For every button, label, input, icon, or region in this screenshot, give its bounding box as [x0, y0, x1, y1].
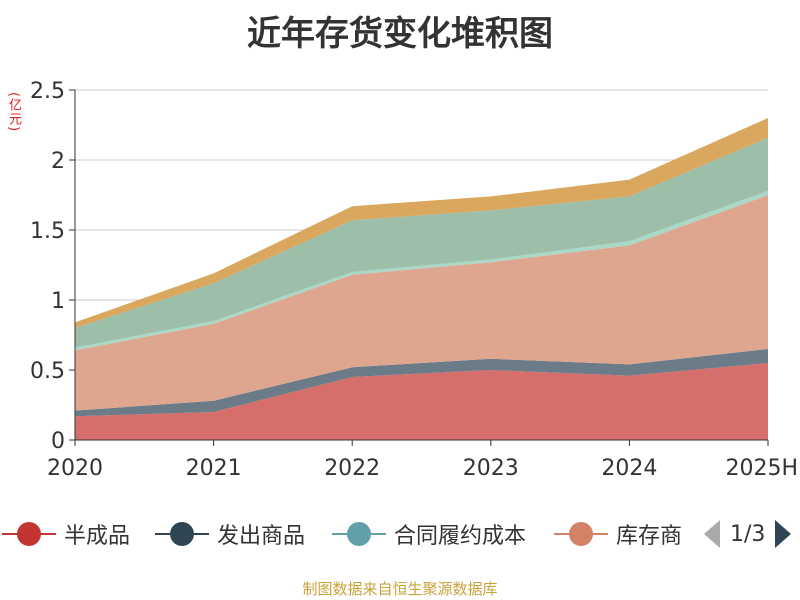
legend-marker	[155, 520, 209, 548]
chart-title: 近年存货变化堆积图	[247, 14, 553, 54]
legend-pager: 1/3	[704, 518, 792, 550]
y-tick-label: 0.5	[30, 359, 65, 384]
x-tick-label: 2024	[601, 456, 657, 481]
legend-item-contract-cost[interactable]: 合同履约成本	[332, 518, 526, 550]
x-tick-label: 2021	[186, 456, 242, 481]
legend-marker	[2, 520, 56, 548]
legend-dot	[569, 522, 593, 546]
area-series-0	[75, 363, 768, 440]
legend-label: 库存商	[616, 524, 683, 549]
legend-label: 半成品	[64, 524, 131, 549]
axes: 0 0.5 1 1.5 2 2.5 2020 2021 2022 2023 2024 2025H	[30, 79, 798, 481]
y-tick-label: 2	[51, 149, 65, 174]
legend-dot	[17, 522, 41, 546]
legend-label: 合同履约成本	[394, 524, 527, 549]
legend-next-arrow-icon[interactable]	[775, 520, 792, 548]
legend-marker	[332, 520, 386, 548]
x-tick-label: 2025H	[725, 456, 798, 481]
area-layer	[75, 118, 768, 440]
legend-items: 半成品 发出商品 合同履约成本 库存商	[0, 512, 686, 556]
y-tick-label: 1.5	[30, 219, 65, 244]
x-tick-label: 2023	[463, 456, 519, 481]
legend: 半成品 发出商品 合同履约成本 库存商 1/3	[0, 512, 800, 556]
legend-label: 发出商品	[217, 524, 306, 549]
y-tick-label: 0	[51, 429, 65, 454]
y-tick-label: 1	[51, 289, 65, 314]
area-series-3	[75, 190, 768, 351]
x-tick-label: 2022	[324, 456, 380, 481]
legend-item-inventory-goods[interactable]: 库存商	[554, 518, 682, 550]
legend-item-goods-shipped[interactable]: 发出商品	[155, 518, 305, 550]
legend-dot	[347, 522, 371, 546]
legend-prev-arrow-icon[interactable]	[704, 520, 720, 548]
legend-marker	[554, 520, 608, 548]
y-tick-label: 2.5	[30, 79, 65, 104]
area-series-4	[75, 137, 768, 348]
legend-dot	[170, 522, 194, 546]
legend-item-half-finished[interactable]: 半成品	[2, 518, 130, 550]
data-source-note: 制图数据来自恒生聚源数据库	[302, 580, 498, 598]
x-tick-label: 2020	[47, 456, 103, 481]
area-series-2	[75, 195, 768, 411]
legend-page-indicator: 1/3	[730, 521, 766, 547]
y-axis-unit: (亿元)	[6, 92, 21, 133]
area-series-1	[75, 349, 768, 417]
